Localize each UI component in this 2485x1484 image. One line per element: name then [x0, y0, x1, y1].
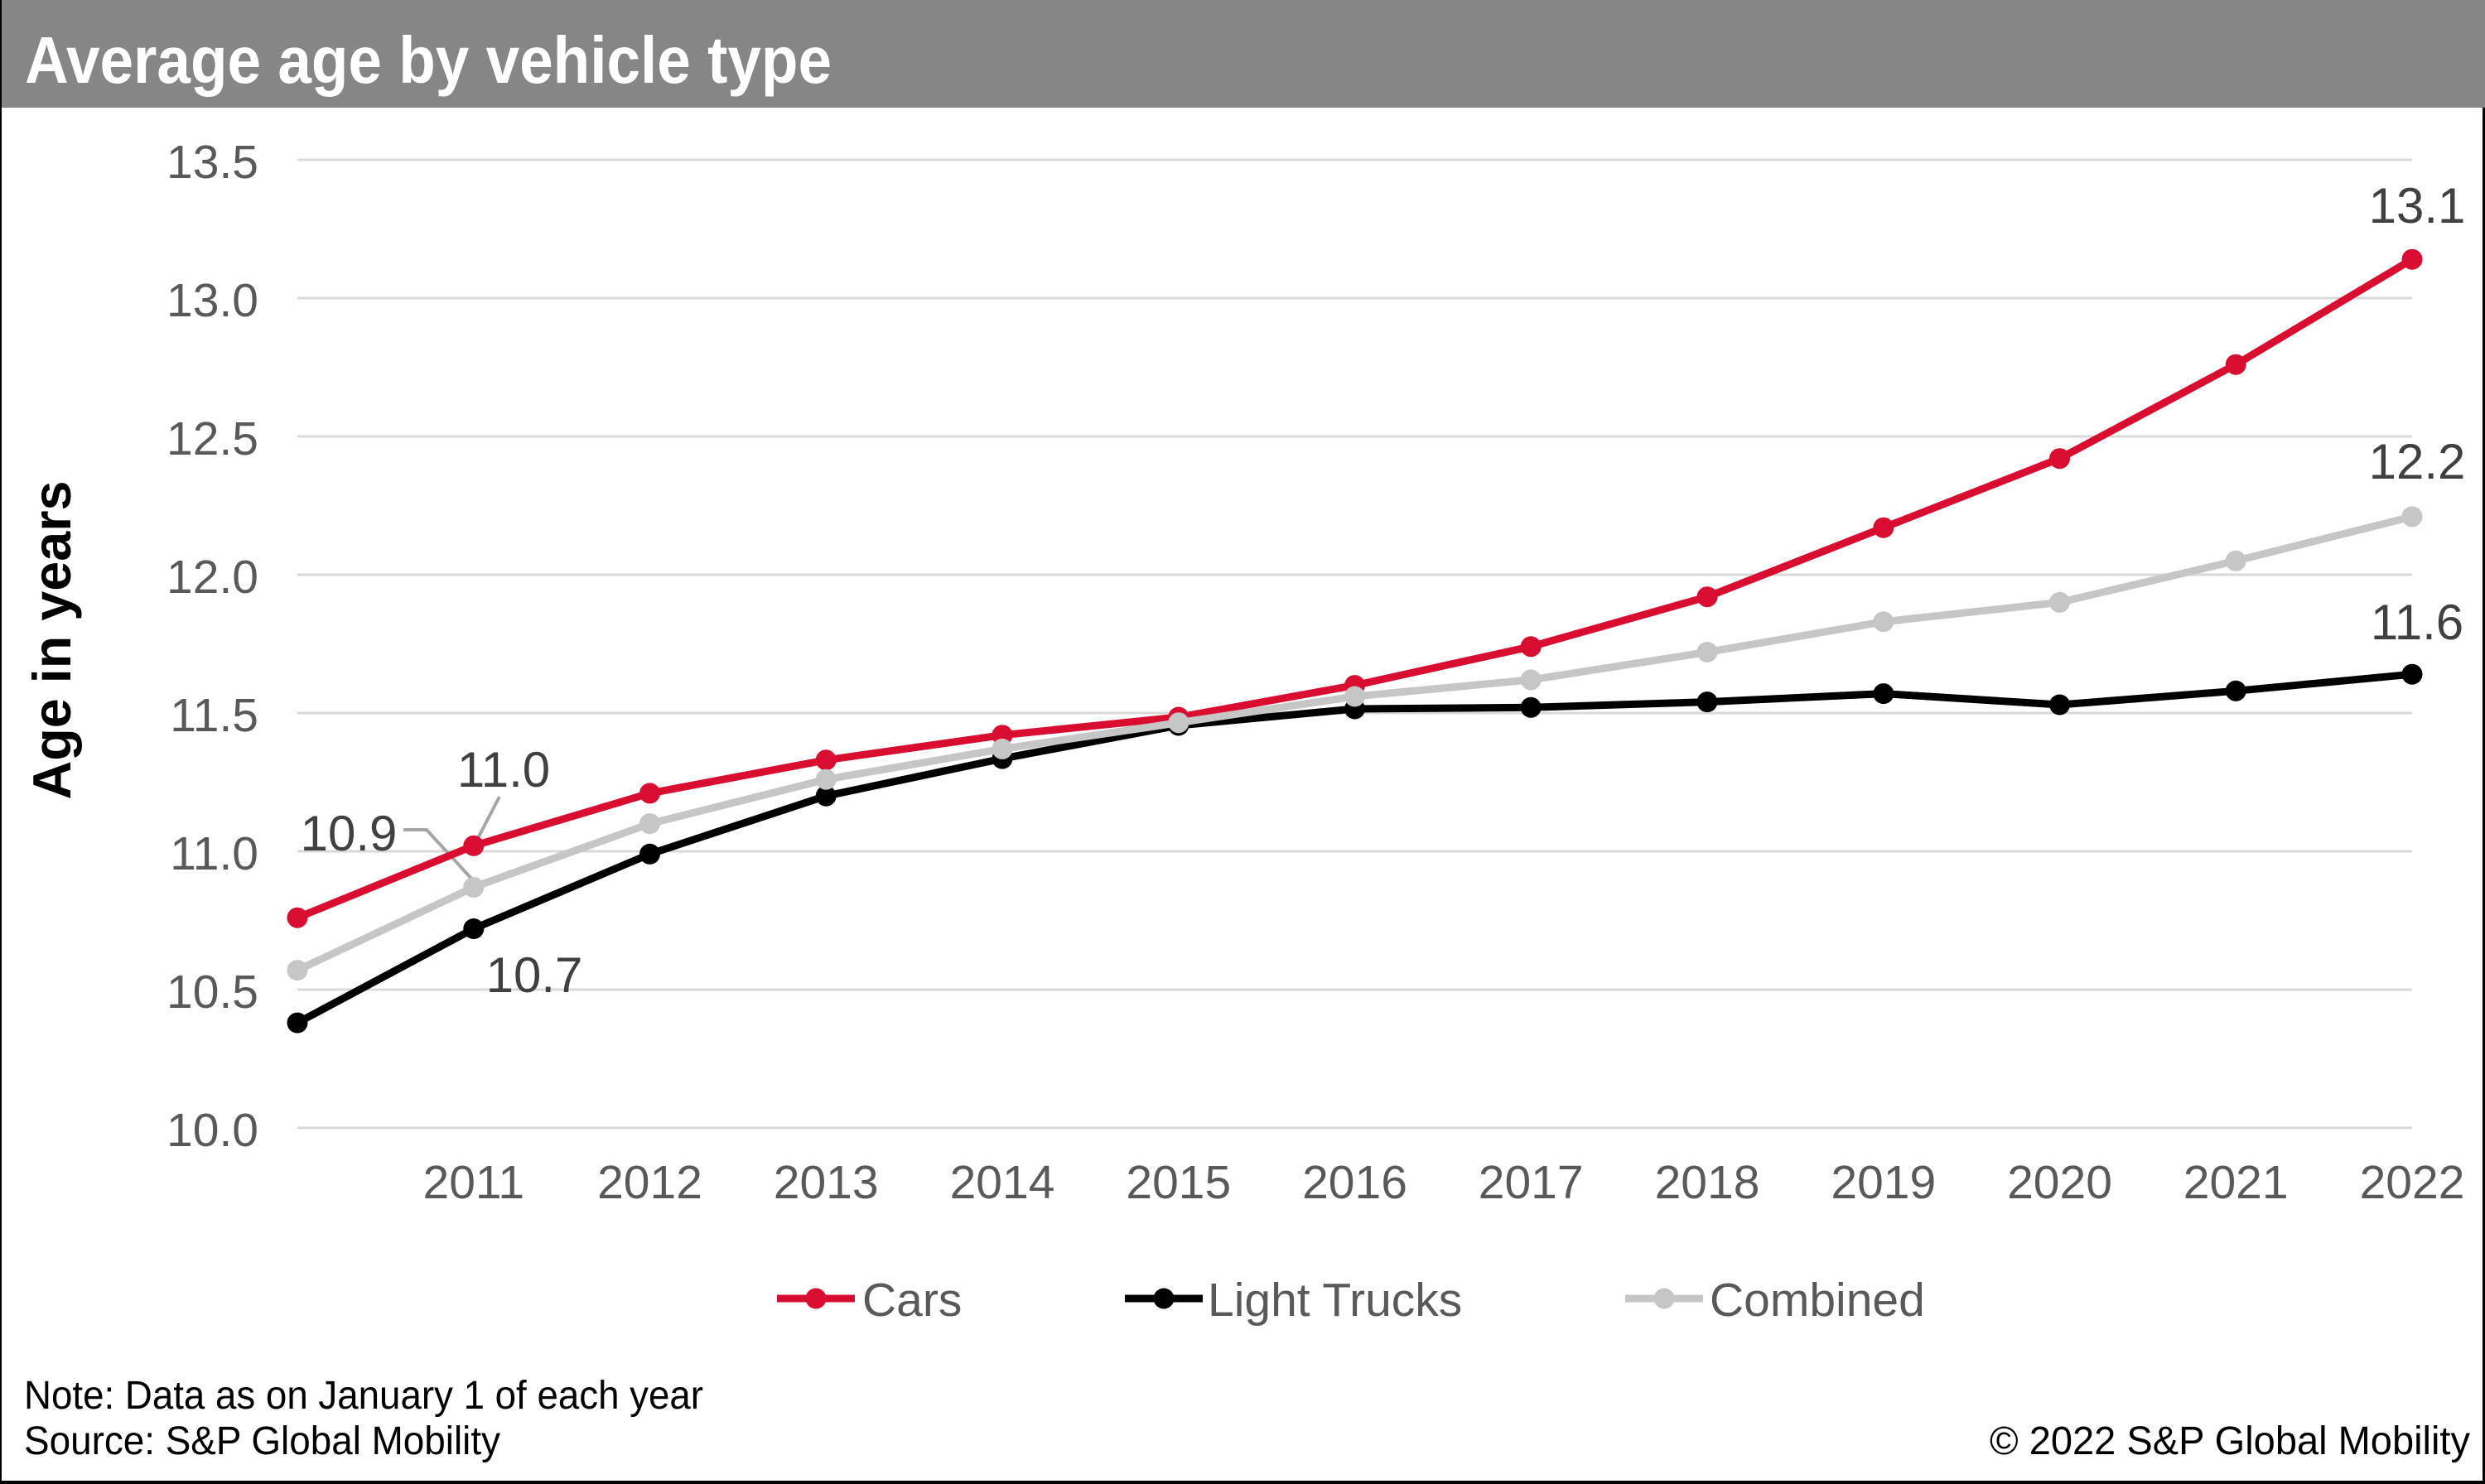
- svg-text:Note: Data as on January 1 of: Note: Data as on January 1 of each year: [24, 1374, 703, 1418]
- svg-text:13.1: 13.1: [2369, 178, 2466, 234]
- svg-text:2014: 2014: [950, 1156, 1055, 1209]
- svg-text:2018: 2018: [1655, 1156, 1760, 1209]
- svg-text:Source: S&P Global Mobility: Source: S&P Global Mobility: [24, 1419, 500, 1463]
- svg-text:12.5: 12.5: [166, 412, 258, 465]
- svg-text:11.0: 11.0: [170, 827, 258, 880]
- svg-text:10.7: 10.7: [486, 947, 583, 1003]
- svg-text:10.9: 10.9: [301, 806, 398, 861]
- svg-text:Age in years: Age in years: [22, 481, 82, 800]
- svg-text:13.5: 13.5: [166, 136, 258, 189]
- svg-text:2013: 2013: [774, 1156, 879, 1209]
- svg-text:10.0: 10.0: [166, 1104, 258, 1157]
- svg-text:2019: 2019: [1831, 1156, 1936, 1209]
- svg-text:Combined: Combined: [1710, 1274, 1925, 1327]
- svg-text:2016: 2016: [1302, 1156, 1407, 1209]
- svg-text:2011: 2011: [423, 1156, 525, 1209]
- svg-text:Cars: Cars: [862, 1274, 962, 1327]
- svg-text:10.5: 10.5: [166, 966, 258, 1019]
- svg-text:12.2: 12.2: [2369, 434, 2466, 489]
- svg-text:2015: 2015: [1126, 1156, 1231, 1209]
- svg-text:11.0: 11.0: [457, 742, 550, 797]
- svg-text:Light Trucks: Light Trucks: [1208, 1274, 1462, 1327]
- svg-text:11.5: 11.5: [170, 689, 258, 742]
- svg-text:12.0: 12.0: [166, 551, 258, 604]
- svg-text:11.6: 11.6: [2371, 595, 2463, 650]
- svg-text:2021: 2021: [2183, 1156, 2289, 1209]
- svg-text:2012: 2012: [597, 1156, 702, 1209]
- svg-text:2020: 2020: [2007, 1156, 2112, 1209]
- svg-text:13.0: 13.0: [166, 274, 258, 327]
- svg-text:2017: 2017: [1479, 1156, 1584, 1209]
- svg-text:2022: 2022: [2360, 1156, 2465, 1209]
- svg-text:© 2022 S&P Global Mobility: © 2022 S&P Global Mobility: [1990, 1419, 2470, 1463]
- svg-text:Average age by vehicle type: Average age by vehicle type: [25, 23, 832, 97]
